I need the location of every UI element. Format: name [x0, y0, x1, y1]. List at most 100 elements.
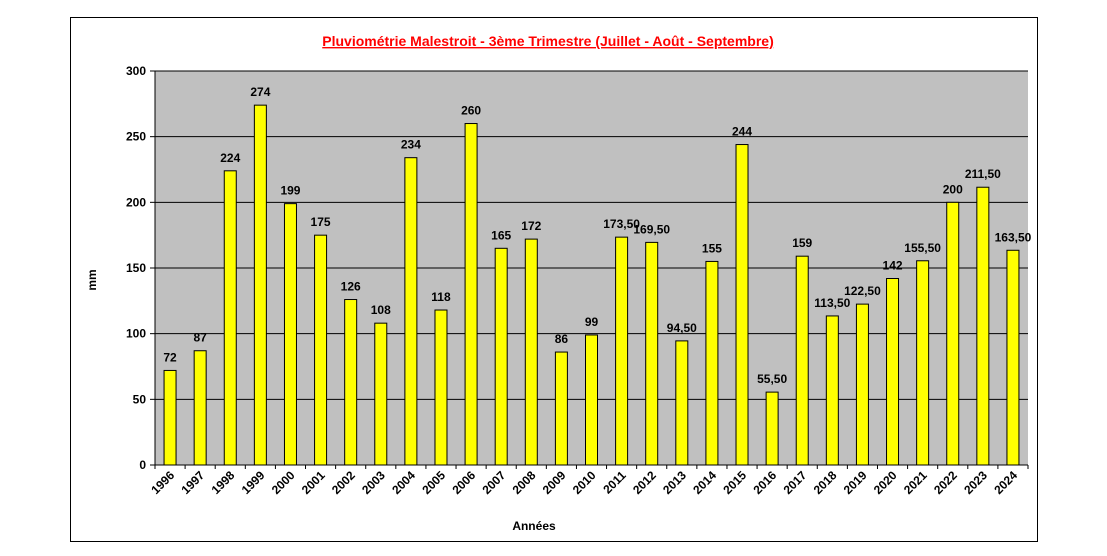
- x-tick-label-2001: 2001: [299, 468, 328, 497]
- bar-2024: [1006, 249, 1020, 466]
- x-tick-label-1998: 1998: [209, 468, 238, 497]
- x-tick-label-2005: 2005: [419, 468, 448, 497]
- bar-2007: [494, 247, 508, 466]
- x-tick-label-2024: 2024: [991, 468, 1020, 497]
- x-tick-label-2002: 2002: [329, 468, 358, 497]
- data-label-2024: 163,50: [995, 230, 1032, 244]
- data-label-2005: 118: [431, 290, 451, 304]
- data-label-2010: 99: [585, 315, 599, 329]
- x-tick-label-2022: 2022: [931, 468, 960, 497]
- x-tick-label-2016: 2016: [750, 468, 779, 497]
- x-tick-label-2018: 2018: [811, 468, 840, 497]
- bar-2023: [976, 186, 990, 466]
- bar-2002: [344, 299, 358, 466]
- bar-2020: [886, 278, 900, 466]
- data-labels: 72 87 224 274 199 175 126 108 234 118 260 165 172 86 9…: [163, 85, 1031, 386]
- bar-1997: [193, 350, 207, 466]
- bar-2021: [916, 260, 930, 466]
- x-tick-label-1996: 1996: [148, 468, 177, 497]
- bar-2009: [554, 351, 568, 466]
- bar-2004: [404, 157, 418, 466]
- bar-2019: [855, 303, 869, 466]
- x-tick-labels: 1996 1997 1998 1999 2000 2001 2002 2003 2004 2005…: [148, 468, 1020, 497]
- x-tick-label-2004: 2004: [389, 468, 418, 497]
- bar-2003: [374, 322, 388, 466]
- bar-1999: [253, 104, 267, 466]
- bar-2012: [645, 241, 659, 466]
- data-label-2002: 126: [341, 280, 361, 294]
- data-label-2011: 173,50: [603, 217, 640, 231]
- data-label-2017: 159: [792, 236, 812, 250]
- bar-2022: [946, 201, 960, 466]
- bar-2005: [434, 309, 448, 466]
- data-label-2022: 200: [943, 182, 963, 196]
- data-label-2001: 175: [311, 215, 331, 229]
- chart-frame: Pluviométrie Malestroit - 3ème Trimestre…: [70, 17, 1038, 542]
- bar-2011: [615, 236, 629, 466]
- x-tick-label-2021: 2021: [901, 468, 930, 497]
- bar-2000: [283, 203, 297, 466]
- data-label-2003: 108: [371, 303, 391, 317]
- data-label-2019: 122,50: [844, 284, 881, 298]
- x-tick-label-2015: 2015: [720, 468, 749, 497]
- bar-2014: [705, 260, 719, 466]
- x-tick-label-2019: 2019: [841, 468, 870, 497]
- y-tick-labels: 0 50 100 150 200 250 300: [126, 64, 146, 472]
- data-label-1997: 87: [193, 331, 207, 345]
- bar-1998: [223, 170, 237, 466]
- bars: [163, 104, 1020, 466]
- data-label-2014: 155: [702, 241, 722, 255]
- x-axis-label: Années: [512, 519, 556, 533]
- data-label-2018: 113,50: [814, 296, 850, 310]
- x-tick-label-2008: 2008: [510, 468, 539, 497]
- data-label-2013: 94,50: [667, 321, 697, 335]
- data-label-1996: 72: [163, 350, 177, 364]
- y-tick-label: 0: [139, 458, 146, 472]
- y-tick-label: 150: [126, 261, 146, 275]
- chart-title: Pluviométrie Malestroit - 3ème Trimestre…: [322, 33, 773, 49]
- x-tick-label-1997: 1997: [178, 468, 207, 497]
- data-label-1999: 274: [250, 85, 270, 99]
- data-label-1998: 224: [220, 151, 240, 165]
- data-label-2015: 244: [732, 125, 752, 139]
- bar-2010: [585, 334, 598, 466]
- data-label-2012: 169,50: [633, 222, 670, 236]
- x-tick-label-2012: 2012: [630, 468, 659, 497]
- y-tick-label: 50: [133, 392, 147, 406]
- x-tick-label-2000: 2000: [269, 468, 298, 497]
- bar-1996: [163, 369, 177, 466]
- data-label-2016: 55,50: [757, 372, 787, 386]
- x-tick-label-2007: 2007: [480, 468, 509, 497]
- data-label-2006: 260: [461, 104, 481, 118]
- bar-2001: [314, 234, 328, 466]
- x-tick-label-2011: 2011: [600, 468, 629, 497]
- data-label-2008: 172: [521, 219, 541, 233]
- data-label-2000: 199: [280, 184, 300, 198]
- data-label-2021: 155,50: [904, 241, 941, 255]
- data-label-2009: 86: [555, 332, 569, 346]
- chart-svg: Pluviométrie Malestroit - 3ème Trimestre…: [85, 33, 1032, 533]
- bar-2016: [765, 391, 779, 466]
- data-label-2007: 165: [491, 228, 511, 242]
- x-tick-label-2013: 2013: [660, 468, 689, 497]
- x-tick-label-1999: 1999: [239, 468, 268, 497]
- bar-2013: [675, 340, 689, 466]
- bar-2017: [795, 255, 809, 466]
- x-tick-label-2003: 2003: [359, 468, 388, 497]
- data-label-2020: 142: [883, 259, 903, 273]
- data-label-2023: 211,50: [965, 167, 1001, 181]
- y-tick-label: 300: [126, 64, 146, 78]
- bar-2008: [524, 238, 538, 466]
- y-axis-label: mm: [85, 269, 99, 290]
- x-tick-label-2006: 2006: [449, 468, 478, 497]
- bar-2006: [464, 123, 478, 466]
- x-tick-label-2014: 2014: [690, 468, 719, 497]
- y-tick-label: 250: [126, 130, 146, 144]
- y-tick-label: 200: [126, 195, 146, 209]
- x-tick-label-2017: 2017: [781, 468, 810, 497]
- bar-2018: [825, 315, 839, 466]
- bar-2015: [735, 144, 749, 466]
- x-tick-label-2020: 2020: [871, 468, 900, 497]
- x-tick-label-2010: 2010: [570, 468, 599, 497]
- x-tick-label-2009: 2009: [540, 468, 569, 497]
